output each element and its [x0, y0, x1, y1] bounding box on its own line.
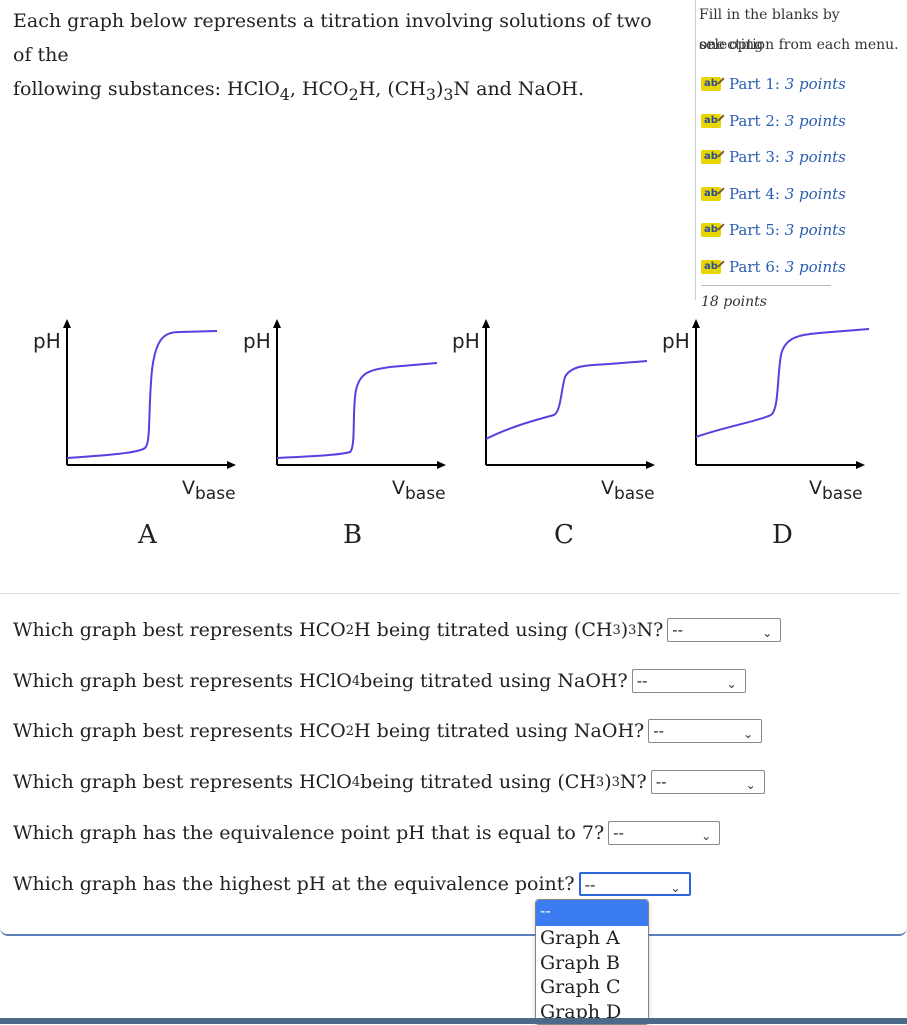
dropdown-option-graph-d[interactable]: Graph D — [540, 1000, 622, 1023]
chevron-down-icon: ⌄ — [762, 626, 773, 640]
ph-axis-label: pH — [662, 329, 690, 353]
graph-c: pH Vbase C — [449, 315, 659, 565]
question-3-select[interactable]: -- ⌄ — [648, 719, 763, 743]
intro-text: Each graph below represents a titration … — [13, 4, 673, 112]
sidebar-divider — [695, 0, 696, 300]
sidebar-instructions: Fill in the blanks by selecting one opti… — [695, 0, 907, 60]
instructions-line-1: Fill in the blanks by selecting — [699, 7, 840, 53]
parts-list: ab Part 1: 3 points ab Part 2: 3 points ab… — [695, 66, 907, 285]
total-points: 18 points — [701, 285, 831, 310]
part-5-link[interactable]: ab Part 5: 3 points — [695, 212, 907, 249]
part-3-link[interactable]: ab Part 3: 3 points — [695, 139, 907, 176]
question-3: Which graph best represents HCO 2 H being … — [13, 719, 763, 743]
ph-axis-label: pH — [243, 329, 271, 353]
ab-edit-icon: ab — [701, 223, 721, 238]
content-card-bottom-border — [0, 910, 907, 936]
graph-a: pH Vbase A — [30, 315, 240, 565]
question-5: Which graph has the equivalence point pH… — [13, 821, 721, 845]
titration-graphs: pH Vbase A pH Vbase B pH — [0, 315, 907, 565]
graph-d-label: D — [772, 520, 793, 550]
ab-edit-icon: ab — [701, 186, 721, 201]
dropdown-option-graph-c[interactable]: Graph C — [540, 976, 621, 998]
part-2-link[interactable]: ab Part 2: 3 points — [695, 103, 907, 140]
intro-line-1: Each graph below represents a titration … — [13, 10, 652, 66]
chevron-down-icon: ⌄ — [745, 778, 756, 792]
vbase-axis-label: Vbase — [601, 477, 655, 504]
question-4-select[interactable]: -- ⌄ — [650, 770, 765, 794]
question-1-select[interactable]: -- ⌄ — [667, 618, 782, 642]
question-5-select[interactable]: -- ⌄ — [608, 821, 721, 845]
section-divider — [0, 593, 900, 594]
ab-edit-icon: ab — [701, 77, 721, 92]
question-1: Which graph best represents HCO 2 H being … — [13, 618, 782, 642]
dropdown-option-placeholder[interactable]: -- — [536, 900, 648, 926]
vbase-axis-label: Vbase — [809, 477, 863, 504]
question-6: Which graph has the highest pH at the eq… — [13, 872, 691, 896]
question-2: Which graph best represents HClO 4 being … — [13, 669, 746, 693]
ab-edit-icon: ab — [701, 150, 721, 165]
ab-edit-icon: ab — [701, 259, 721, 274]
dropdown-option-graph-b[interactable]: Graph B — [540, 951, 620, 974]
chevron-down-icon: ⌄ — [726, 677, 737, 691]
graph-b-label: B — [343, 520, 363, 550]
part-1-link[interactable]: ab Part 1: 3 points — [695, 66, 907, 103]
graph-b-plot — [273, 319, 446, 469]
dropdown-option-graph-a[interactable]: Graph A — [540, 927, 620, 949]
vbase-axis-label: Vbase — [182, 477, 236, 504]
graph-c-plot — [482, 319, 655, 469]
instructions-line-2: one option from each menu. — [699, 37, 899, 53]
ph-axis-label: pH — [33, 329, 61, 353]
intro-line-2: following substances: HClO4, HCO2H, (CH3… — [13, 78, 585, 104]
graph-b: pH Vbase B — [240, 315, 450, 565]
graph-c-label: C — [554, 520, 574, 550]
question-2-select[interactable]: -- ⌄ — [631, 669, 746, 693]
sidebar: Fill in the blanks by selecting one opti… — [695, 0, 907, 310]
graph-a-plot — [63, 319, 236, 469]
question-6-dropdown-list: -- Graph A Graph B Graph C Graph D — [535, 899, 649, 1025]
question-6-select[interactable]: -- ⌄ — [578, 872, 691, 896]
question-4: Which graph best represents HClO 4 being … — [13, 770, 765, 794]
graph-d: pH Vbase D — [659, 315, 870, 565]
ph-axis-label: pH — [452, 329, 480, 353]
chevron-down-icon: ⌄ — [701, 829, 712, 843]
part-4-link[interactable]: ab Part 4: 3 points — [695, 176, 907, 213]
graph-a-label: A — [138, 520, 157, 550]
part-6-link[interactable]: ab Part 6: 3 points — [695, 249, 907, 286]
chevron-down-icon: ⌄ — [670, 881, 681, 895]
footer-bar — [0, 1018, 907, 1024]
graph-d-plot — [692, 319, 870, 469]
vbase-axis-label: Vbase — [392, 477, 446, 504]
chevron-down-icon: ⌄ — [743, 727, 754, 741]
ab-edit-icon: ab — [701, 113, 721, 128]
